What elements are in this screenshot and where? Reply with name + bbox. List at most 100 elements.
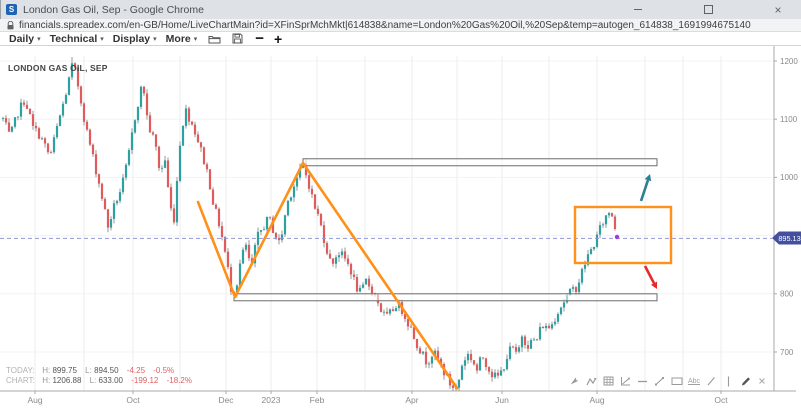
candle-body: [55, 125, 59, 138]
candle-body: [148, 115, 152, 133]
grid-tool-icon[interactable]: [603, 375, 615, 387]
vertical-line-tool-icon[interactable]: [722, 375, 734, 387]
candle-body: [508, 346, 512, 359]
candle-body: [202, 147, 206, 165]
zoom-out-button[interactable]: −: [255, 29, 265, 47]
candle-body: [538, 326, 542, 340]
candle-body: [574, 287, 578, 293]
instrument-label: LONDON GAS OIL, SEP: [8, 63, 108, 73]
maximize-button[interactable]: [693, 0, 723, 19]
candle-body: [256, 231, 260, 245]
candle-body: [514, 347, 518, 352]
minimize-button[interactable]: [623, 0, 653, 19]
candle-body: [367, 278, 371, 287]
candle-body: [169, 187, 173, 209]
candle-body: [133, 120, 137, 133]
candle-body: [532, 339, 536, 341]
candle-body: [559, 307, 563, 315]
candle-body: [556, 314, 560, 322]
close-button[interactable]: ×: [774, 2, 782, 17]
candle-body: [289, 197, 293, 201]
candle-body: [25, 104, 29, 109]
menu-technical[interactable]: Technical ▾: [49, 32, 104, 45]
candle-body: [52, 137, 56, 153]
candle-body: [106, 209, 110, 228]
candle-body: [520, 336, 524, 348]
candle-body: [64, 94, 68, 104]
url-text[interactable]: financials.spreadex.com/en-GB/Home/LiveC…: [19, 19, 751, 31]
candle-body: [88, 129, 92, 145]
candle-body: [211, 189, 215, 205]
candle-body: [562, 302, 566, 308]
text-tool-icon[interactable]: Abc: [687, 377, 700, 385]
segment-tool-icon[interactable]: [654, 375, 666, 387]
candle-body: [10, 126, 14, 132]
candle-body: [466, 353, 470, 361]
delete-tool-icon[interactable]: [756, 375, 768, 387]
candle-body: [529, 340, 533, 349]
candle-body: [580, 268, 584, 283]
candle-body: [607, 213, 611, 216]
y-axis-label: 700: [780, 348, 794, 357]
open-folder-icon[interactable]: [208, 34, 221, 44]
candle-body: [85, 121, 89, 130]
candle-body: [325, 243, 329, 254]
candles: [1, 56, 620, 391]
candle-body: [394, 308, 398, 312]
candle-body: [109, 218, 113, 228]
candle-body: [493, 372, 497, 378]
candle-body: [229, 267, 233, 292]
candle-body: [409, 326, 413, 328]
candle-body: [337, 255, 341, 258]
orange-zigzag-trendline: [196, 161, 459, 390]
candle-body: [334, 257, 338, 264]
menu-display[interactable]: Display ▾: [112, 32, 157, 45]
candle-body: [499, 370, 503, 376]
candle-body: [463, 360, 467, 366]
rectangle-tool-icon[interactable]: [671, 375, 683, 387]
candle-body: [481, 357, 485, 359]
candle-body: [343, 251, 347, 259]
candle-body: [385, 311, 389, 314]
candle-body: [490, 371, 494, 378]
candle-body: [178, 145, 182, 181]
zoom-in-button[interactable]: +: [274, 30, 283, 47]
candle-body: [97, 174, 101, 184]
diagonal-line-tool-icon[interactable]: [705, 375, 717, 387]
chevron-down-icon: ▾: [193, 35, 198, 43]
candle-body: [610, 213, 614, 217]
trend-angle-tool-icon[interactable]: [620, 375, 632, 387]
candle-body: [310, 188, 314, 195]
chart-stats-row: CHART: H: 1206.88 L: 633.00 -199.12 -18.…: [6, 376, 192, 385]
candle-body: [238, 263, 242, 286]
last-price-dot: [614, 234, 620, 240]
address-bar[interactable]: financials.spreadex.com/en-GB/Home/LiveC…: [0, 19, 801, 32]
menu-more[interactable]: More ▾: [165, 32, 198, 45]
candle-body: [139, 86, 143, 107]
candle-body: [16, 116, 20, 118]
candlestick-chart[interactable]: Aug Oct Dec 2023 Feb Apr Jun Aug Oct 1200 1100 1000…: [0, 46, 801, 410]
cursor-tool-icon[interactable]: [569, 375, 581, 387]
candle-body: [568, 288, 572, 296]
candle-body: [505, 358, 509, 370]
candle-body: [151, 132, 155, 135]
candle-body: [541, 326, 545, 329]
candle-body: [328, 253, 332, 259]
x-axis-label: Dec: [218, 395, 234, 405]
save-icon[interactable]: [232, 33, 243, 44]
candle-body: [268, 216, 272, 218]
horizontal-line-tool-icon[interactable]: [637, 375, 649, 387]
maximize-icon: [703, 5, 713, 14]
candle-body: [49, 152, 53, 154]
candle-body: [604, 215, 608, 225]
candle-body: [157, 146, 161, 169]
menu-daily[interactable]: Daily ▾: [9, 32, 41, 45]
y-axis-label: 1200: [780, 57, 798, 66]
support-band: [233, 293, 658, 302]
candle-body: [583, 264, 587, 269]
candle-body: [280, 234, 284, 241]
elbow-connector-tool-icon[interactable]: [586, 375, 598, 387]
window-title: London Gas Oil, Sep - Google Chrome: [23, 3, 204, 16]
candle-body: [172, 208, 176, 223]
pencil-tool-icon[interactable]: [739, 375, 751, 387]
